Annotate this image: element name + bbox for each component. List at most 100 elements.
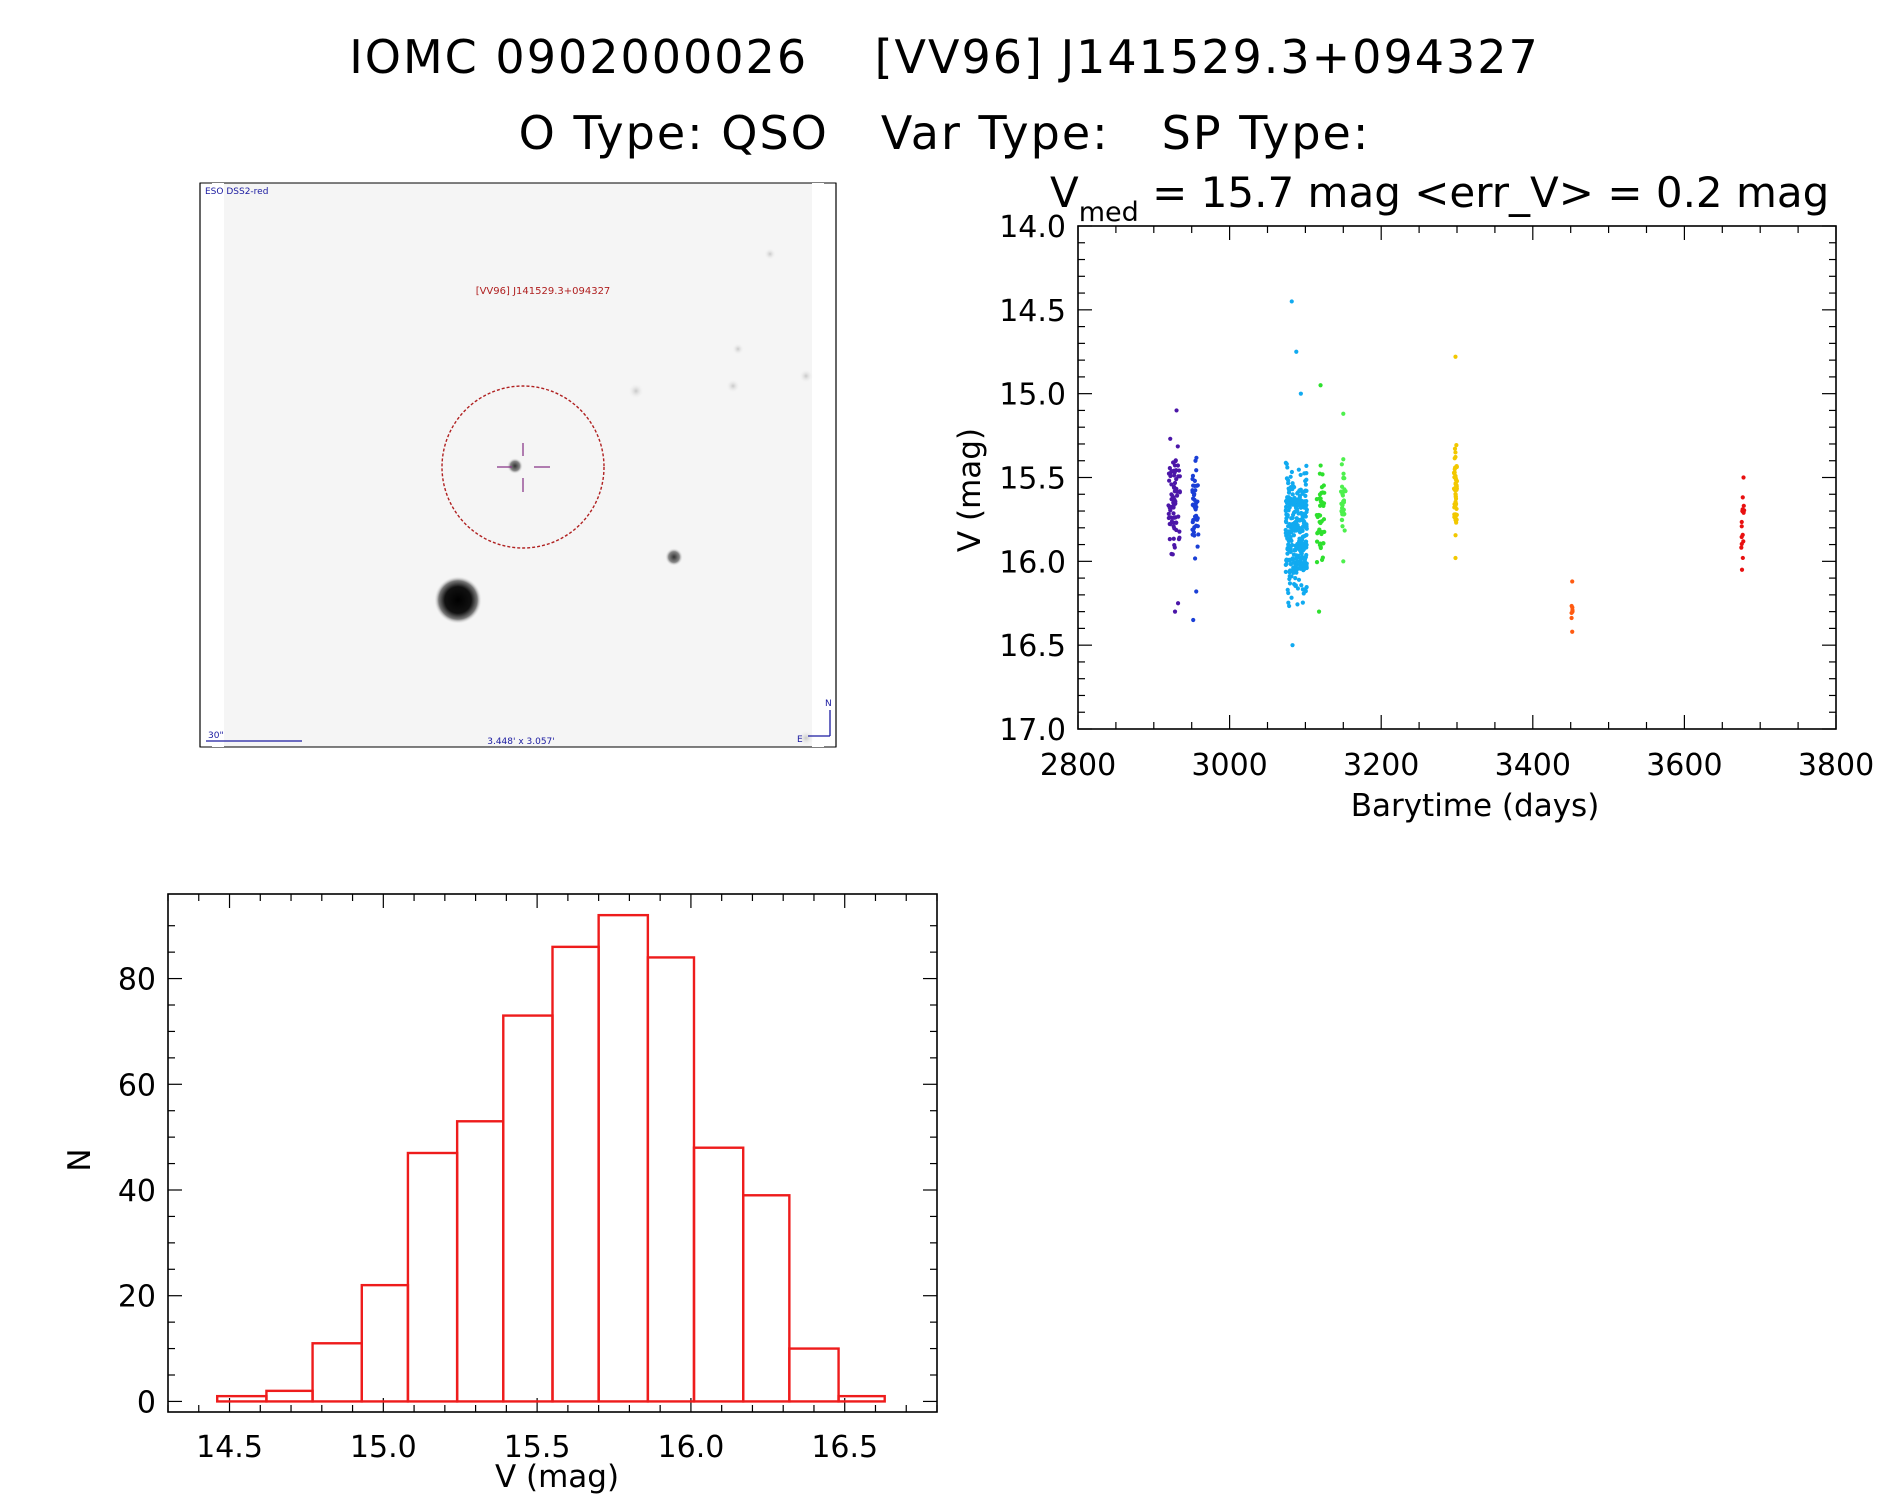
histogram-bar <box>692 1146 745 1403</box>
data-point <box>1192 478 1197 483</box>
data-point <box>1304 532 1309 538</box>
data-point <box>1740 495 1745 500</box>
data-point <box>1284 504 1289 510</box>
data-point <box>1739 524 1744 529</box>
data-point <box>1739 545 1744 550</box>
data-point <box>1453 354 1458 359</box>
data-point <box>1341 471 1346 476</box>
y-tick-label: 60 <box>118 1068 156 1103</box>
data-point <box>1174 520 1179 525</box>
data-point <box>1283 508 1288 513</box>
data-point <box>1295 602 1300 607</box>
data-point <box>1339 501 1344 506</box>
x-tick-label: 3400 <box>1495 748 1571 783</box>
data-point <box>1295 503 1300 508</box>
data-point <box>1570 605 1575 610</box>
y-tick-label: 80 <box>118 963 156 998</box>
data-point <box>1173 458 1178 464</box>
data-point <box>1191 517 1196 523</box>
histogram-xlabel: V (mag) <box>495 1459 619 1494</box>
data-point <box>1284 476 1290 481</box>
data-point <box>1300 548 1306 553</box>
lightcurve-xlabel: Barytime (days) <box>1351 788 1600 824</box>
data-point <box>1570 579 1575 584</box>
finder-margin-right <box>812 183 836 747</box>
data-point <box>1340 492 1345 497</box>
data-point <box>1303 493 1308 498</box>
data-point <box>1339 484 1345 489</box>
data-point <box>1341 507 1346 512</box>
data-point <box>1454 443 1459 448</box>
data-point <box>1290 481 1295 486</box>
data-point <box>1170 552 1175 557</box>
lightcurve-series <box>1338 411 1348 564</box>
data-point <box>1284 516 1289 521</box>
data-point <box>1167 478 1172 483</box>
title-subscript: med <box>1079 197 1139 228</box>
data-point <box>1297 517 1302 523</box>
faint-star <box>628 383 644 399</box>
data-point <box>1299 527 1304 532</box>
lightcurve-ylabel: V (mag) <box>952 428 988 552</box>
histogram-bar <box>837 1394 886 1403</box>
data-point <box>1314 539 1320 544</box>
data-point <box>1301 563 1306 568</box>
data-point <box>1285 587 1290 592</box>
data-point <box>1295 491 1300 496</box>
lightcurve-series <box>1451 354 1460 561</box>
data-point <box>1314 496 1319 502</box>
histogram-x-tick-labels: 14.5 15.0 15.5 16.0 16.5 <box>196 1430 878 1465</box>
data-point <box>1284 561 1289 566</box>
survey-label: ESO DSS2-red <box>205 187 268 197</box>
data-point <box>1293 583 1298 588</box>
data-point <box>1287 505 1292 510</box>
data-point <box>1341 512 1346 517</box>
data-point <box>1570 629 1575 634</box>
data-point <box>1314 560 1320 565</box>
data-point <box>1304 552 1309 558</box>
data-point <box>1297 548 1302 553</box>
data-point <box>1289 497 1294 502</box>
data-point <box>1191 617 1196 623</box>
data-point <box>1302 514 1307 519</box>
histogram-bar <box>406 1151 459 1403</box>
data-point <box>1289 469 1295 475</box>
data-point <box>1172 480 1178 486</box>
data-point <box>1287 523 1292 528</box>
data-point <box>1304 463 1309 468</box>
data-point <box>1300 544 1305 549</box>
data-point <box>1301 520 1306 526</box>
data-point <box>1317 541 1323 546</box>
data-point <box>1341 559 1346 564</box>
data-point <box>1318 544 1323 549</box>
data-point <box>1291 570 1296 575</box>
data-point <box>1301 534 1306 539</box>
data-point <box>1192 497 1197 502</box>
data-point <box>1292 485 1297 490</box>
data-point <box>1741 475 1746 480</box>
histogram-bar <box>597 913 650 1403</box>
data-point <box>1303 506 1308 511</box>
data-point <box>1166 511 1171 517</box>
data-point <box>1175 463 1181 468</box>
data-point <box>1194 523 1199 528</box>
data-point <box>1340 524 1345 529</box>
data-point <box>1299 583 1304 588</box>
data-point <box>1288 486 1293 492</box>
histogram-frame <box>167 893 938 1413</box>
data-point <box>1453 491 1458 497</box>
data-point <box>1286 590 1291 596</box>
data-point <box>1303 501 1308 506</box>
data-point <box>1318 463 1323 468</box>
data-point <box>1300 600 1305 605</box>
lightcurve-series <box>1283 299 1309 648</box>
data-point <box>1317 503 1323 508</box>
histogram-bar <box>265 1389 314 1403</box>
data-point <box>1339 462 1344 467</box>
y-tick-label: 20 <box>118 1280 156 1315</box>
data-point <box>1320 555 1325 560</box>
data-point <box>1171 503 1176 508</box>
data-point <box>1303 482 1308 487</box>
data-point <box>1298 472 1303 478</box>
faint-star <box>799 369 813 383</box>
